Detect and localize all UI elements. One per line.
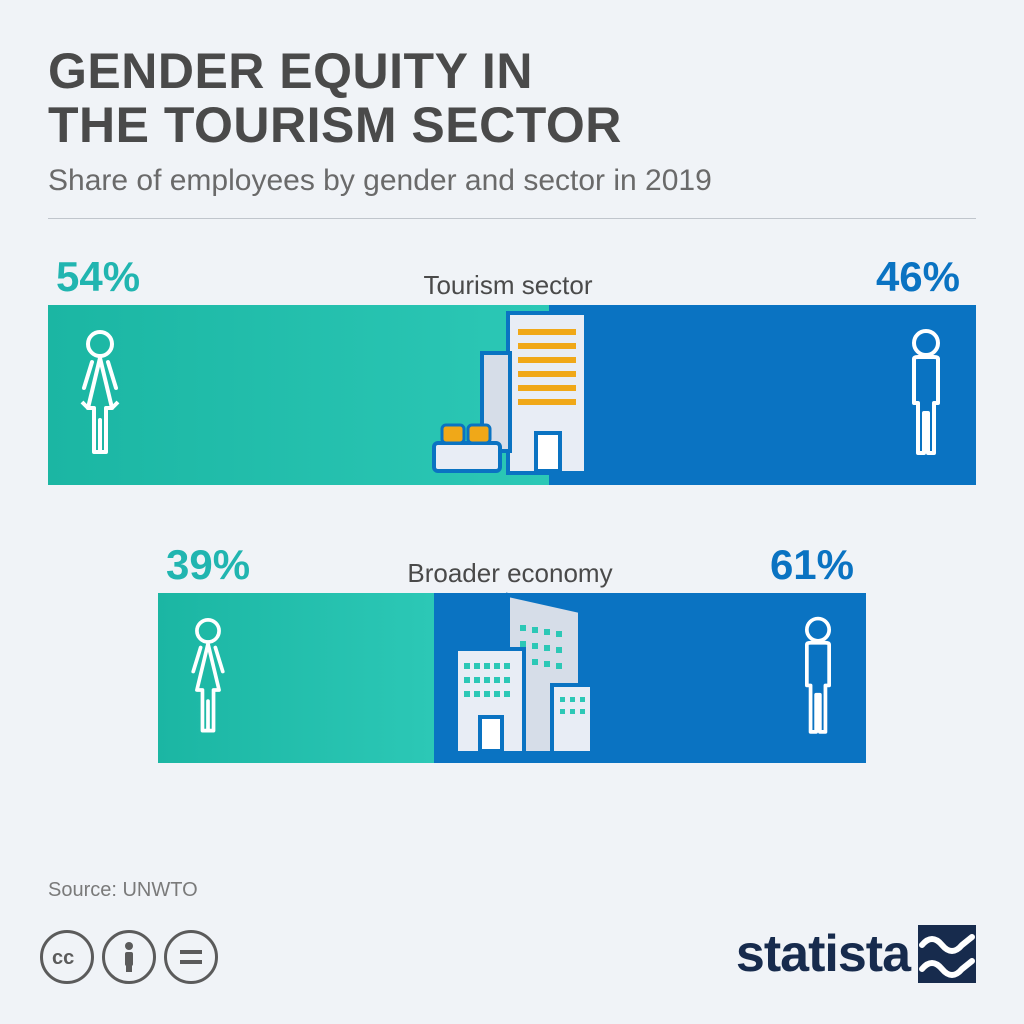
title-line-1: GENDER EQUITY IN [48, 43, 533, 99]
svg-text:cc: cc [52, 947, 74, 968]
source-text: Source: UNWTO [48, 879, 198, 902]
attribution-icon [102, 930, 156, 984]
license-badges: cc [40, 930, 218, 984]
female-icon [158, 593, 258, 763]
subtitle: Share of employees by gender and sector … [48, 164, 976, 219]
female-pct: 54% [56, 253, 140, 301]
male-icon [876, 305, 976, 485]
logo-wave-icon [918, 925, 976, 983]
male-pct: 61% [770, 541, 854, 589]
stacked-bar [48, 305, 976, 485]
hotel-icon [412, 295, 612, 485]
statista-logo: statista [736, 924, 976, 984]
cc-icon: cc [40, 930, 94, 984]
chart-tourism: 54% Tourism sector 46% [48, 253, 976, 485]
logo-text: statista [736, 924, 910, 984]
no-derivatives-icon [164, 930, 218, 984]
male-icon [770, 593, 866, 763]
buildings-icon [412, 585, 612, 763]
female-icon [48, 305, 152, 485]
page-title: GENDER EQUITY IN THE TOURISM SECTOR [48, 44, 976, 152]
female-bar [158, 593, 434, 763]
male-pct: 46% [876, 253, 960, 301]
title-line-2: THE TOURISM SECTOR [48, 97, 622, 153]
female-pct: 39% [166, 541, 250, 589]
stacked-bar [158, 593, 866, 763]
chart-broader-economy: 39% Broader economy 61% [48, 541, 976, 763]
male-bar [549, 305, 976, 485]
